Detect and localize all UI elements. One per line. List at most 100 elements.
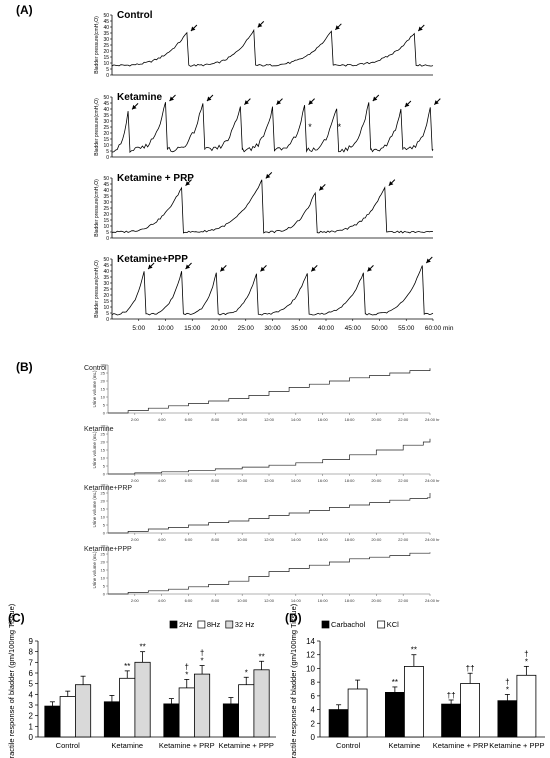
x-tick-label: 10:00: [237, 417, 248, 422]
x-tick-label: 15:00: [184, 325, 201, 332]
panel-label: (D): [285, 611, 302, 625]
y-axis-label: Bladder pressure(cmH₂O): [94, 260, 100, 318]
y-tick-label: 0: [106, 155, 109, 161]
legend-label: 2Hz: [179, 620, 193, 629]
y-axis-label: Urine volume (mL): [92, 370, 97, 408]
y-tick-label: 35: [103, 113, 109, 119]
x-tick-label: 18:00: [344, 478, 355, 483]
y-tick-label: 25: [101, 371, 106, 376]
y-tick-label: 0: [29, 733, 34, 742]
x-tick-label: 8:00: [211, 537, 220, 542]
panel-label: (A): [16, 3, 33, 17]
x-tick-label: 20:00: [371, 598, 382, 603]
bar-ketamine-prp-8hz: †*: [178, 662, 195, 738]
y-tick-label: 40: [103, 269, 109, 275]
y-tick-label: 10: [103, 224, 109, 230]
series-name: Control: [84, 365, 107, 372]
legend-label: 32 Hz: [235, 620, 255, 629]
y-tick-label: 45: [103, 182, 109, 188]
y-tick-label: 6: [311, 692, 316, 701]
void-arrowhead: [185, 264, 191, 269]
y-tick-label: 5: [103, 523, 106, 528]
nvc-star: *: [308, 122, 312, 132]
void-arrowhead: [426, 258, 431, 263]
void-arrowhead: [367, 266, 372, 272]
void-arrowhead: [260, 266, 265, 272]
panel-label: (C): [8, 611, 25, 625]
y-tick-label: 25: [103, 206, 109, 212]
x-tick-label: 16:00: [318, 598, 329, 603]
volume-step-line: [108, 552, 431, 595]
y-tick-label: 20: [103, 293, 109, 299]
volume-step-line: [108, 438, 431, 475]
legend-swatch: [225, 620, 234, 629]
y-tick-label: 20: [101, 379, 106, 384]
y-tick-label: 15: [101, 507, 106, 512]
significance-mark: †: [185, 662, 189, 671]
significance-mark: ††: [466, 664, 475, 673]
volume-step-line: [108, 493, 431, 534]
urine-ketamine-ppp: 0 5 10 15 20 25 30 Urine volume (mL)Ketamine+PP…: [84, 544, 440, 604]
bar-ketamine-kcl: **: [403, 646, 424, 738]
x-tick-label: 18:00: [344, 598, 355, 603]
bar: [103, 701, 121, 738]
bar: [516, 674, 537, 738]
x-tick-label: 55:00: [398, 325, 415, 332]
pressure-trace: [111, 28, 434, 67]
void-arrowhead: [418, 26, 423, 31]
y-tick-label: 45: [103, 101, 109, 107]
y-tick-label: 0: [103, 472, 106, 477]
void-arrowhead: [265, 173, 271, 179]
x-category-label: Ketamine + PRP: [159, 741, 215, 750]
x-tick-label: 12:00: [264, 417, 275, 422]
y-tick-label: 0: [311, 733, 316, 742]
x-tick-label: 22:00: [398, 598, 409, 603]
bar: [119, 677, 136, 738]
nvc-star: *: [338, 122, 342, 132]
bar-ketamine-32-hz: **: [134, 643, 151, 738]
significance-mark: †: [524, 649, 528, 658]
x-tick-label: 6:00: [185, 537, 194, 542]
y-tick-label: 30: [103, 119, 109, 125]
y-tick-label: 12: [306, 651, 315, 660]
y-tick-label: 30: [101, 363, 106, 368]
y-tick-label: 15: [101, 568, 106, 573]
x-tick-label: 8:00: [211, 598, 220, 603]
x-tick-label: 12:00: [264, 478, 275, 483]
x-category-label: Control: [56, 741, 81, 750]
y-tick-label: 10: [103, 305, 109, 311]
y-tick-label: 10: [101, 456, 106, 461]
x-tick-label: 10:00: [237, 537, 248, 542]
legend: 2Hz 8Hz 32 Hz: [169, 620, 255, 629]
bar-control-32-hz: [75, 675, 92, 738]
x-tick-label: 50:00: [371, 325, 388, 332]
y-tick-label: 2: [29, 712, 34, 721]
y-tick-label: 50: [103, 13, 109, 19]
bar-ketamine-prp-carbachol: ††: [441, 691, 462, 738]
series-name: Ketamine+PPP: [84, 546, 132, 553]
legend-swatch: [377, 620, 386, 629]
x-tick-label: 2:00: [131, 417, 140, 422]
bar: [384, 692, 405, 738]
panel-label: (B): [16, 360, 33, 374]
y-tick-label: 40: [103, 25, 109, 31]
bar-control-carbachol: [328, 704, 349, 738]
y-tick-label: 9: [29, 637, 34, 646]
y-tick-label: 10: [101, 576, 106, 581]
x-tick-label: 10:00: [237, 478, 248, 483]
bar-ketamine-prp-kcl: ††: [460, 664, 481, 738]
y-tick-label: 35: [103, 275, 109, 281]
x-tick-label: 14:00: [291, 417, 302, 422]
x-tick-label: 14:00: [291, 598, 302, 603]
urine-ketamine-prp: 0 5 10 15 20 25 30 Urine volume (mL)Ketamine+PR…: [84, 483, 440, 543]
x-tick-label: 45:00: [345, 325, 362, 332]
x-unit-label: hr: [436, 478, 440, 483]
pressure-trace: [111, 179, 434, 234]
bar-ketamine-ppp-kcl: †*: [516, 649, 537, 738]
x-category-label: Ketamine + PPP: [489, 741, 544, 750]
significance-mark: †: [200, 649, 204, 658]
bar: [59, 696, 76, 738]
legend-swatch: [321, 620, 330, 629]
